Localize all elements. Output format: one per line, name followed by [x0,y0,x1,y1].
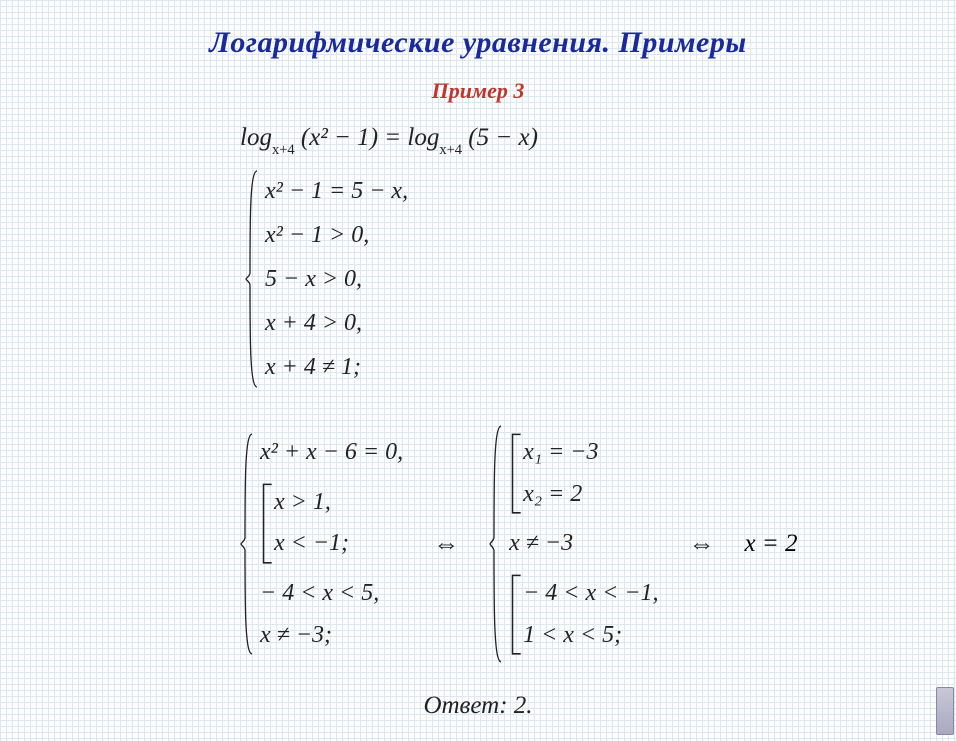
answer-line: Ответ: 2. [30,692,926,720]
sys2-sub-union: x > 1, x < −1; [260,474,403,573]
sys1-line: x² − 1 > 0, [265,215,408,257]
sys3-roots: x₁ = −3 x₂ = 2 [509,424,658,523]
sys1-line: x + 4 > 0, [265,303,408,345]
curly-brace-icon [245,169,259,389]
square-bracket-icon [260,478,274,569]
system-2: x² + x − 6 = 0, x > 1, x < −1; − 4 < x <… [240,432,403,656]
sys3-interval-line: 1 < x < 5; [523,615,658,657]
sys3-root-line: x₂ = 2 [523,474,598,516]
sys2-line: x² + x − 6 = 0, [260,432,403,474]
sys2-sub-line: x > 1, [274,482,349,524]
curly-brace-icon [240,432,254,656]
sys1-line: x² − 1 = 5 − x, [265,171,408,213]
sys3-interval-union: − 4 < x < −1, 1 < x < 5; [509,565,658,664]
iff-symbol: ⇔ [433,529,459,559]
answer-label: Ответ: [423,692,507,719]
sys3-line: x ≠ −3 [509,523,658,565]
sys2-line: − 4 < x < 5, [260,573,403,615]
equals-sign: = [384,124,401,151]
log-rhs: logx+4 (5 − x) [407,124,538,151]
final-result: x = 2 [745,530,798,558]
system-3: x₁ = −3 x₂ = 2 x ≠ −3 − 4 < x < −1, 1 < … [489,424,658,664]
square-bracket-icon [509,428,523,519]
answer-value: 2. [514,692,533,719]
sys1-line: x + 4 ≠ 1; [265,347,408,389]
next-slide-button[interactable] [936,687,954,735]
slide-title: Логарифмические уравнения. Примеры [30,26,926,60]
main-equation: logx+4 (x² − 1) = logx+4 (5 − x) [240,120,926,157]
sys3-interval-line: − 4 < x < −1, [523,573,658,615]
iff-symbol: ⇔ [689,529,715,559]
sys2-line: x ≠ −3; [260,615,403,657]
sys1-line: 5 − x > 0, [265,259,408,301]
log-lhs: logx+4 (x² − 1) [240,124,384,151]
system-1: x² − 1 = 5 − x, x² − 1 > 0, 5 − x > 0, x… [245,169,408,389]
example-number: Пример 3 [30,78,926,104]
square-bracket-icon [509,569,523,660]
sys3-root-line: x₁ = −3 [523,432,598,474]
curly-brace-icon [489,424,503,664]
sys2-sub-line: x < −1; [274,523,349,565]
